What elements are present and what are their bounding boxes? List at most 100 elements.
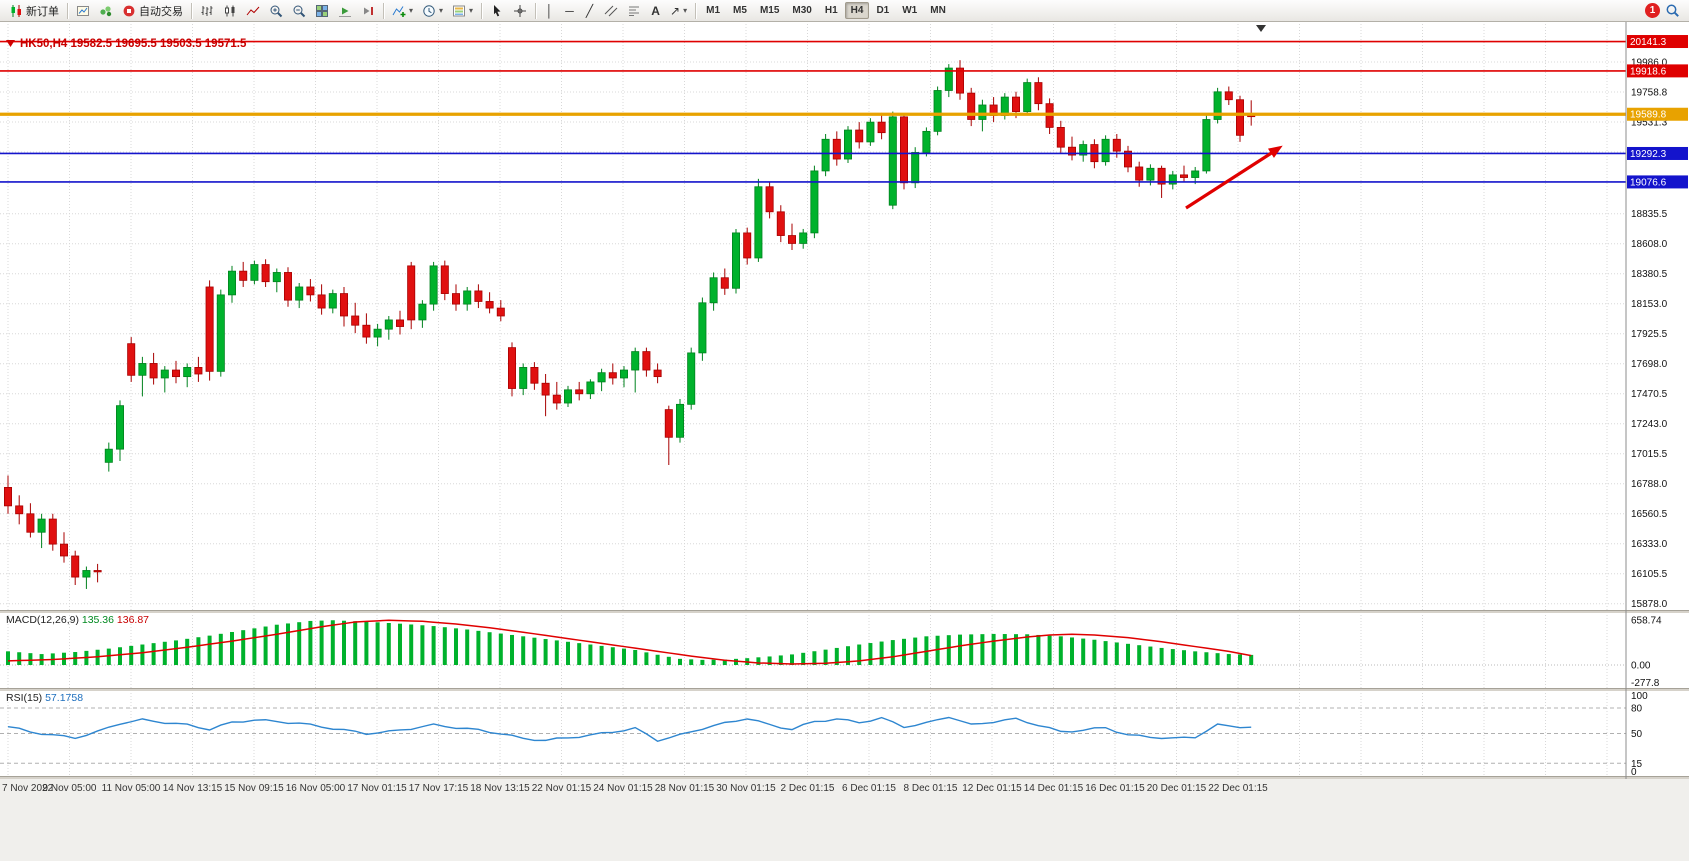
- svg-text:16788.0: 16788.0: [1631, 479, 1668, 490]
- svg-text:17470.5: 17470.5: [1631, 389, 1668, 400]
- horizontal-line-icon: ─: [565, 3, 574, 18]
- timeframe-button-m1[interactable]: M1: [706, 5, 721, 16]
- pane-separators[interactable]: [0, 610, 1689, 779]
- svg-text:22 Dec 01:15: 22 Dec 01:15: [1208, 783, 1268, 794]
- green-circles-icon: [99, 4, 113, 18]
- trend-arrow-annotation[interactable]: [1185, 145, 1283, 210]
- svg-text:17698.0: 17698.0: [1631, 359, 1668, 370]
- dropdown-caret-icon: ▾: [469, 5, 474, 15]
- auto-scroll-icon: [338, 4, 352, 18]
- new-order-button[interactable]: 新订单: [5, 1, 63, 20]
- toolbar-separator: [535, 2, 537, 19]
- svg-text:18 Nov 13:15: 18 Nov 13:15: [470, 783, 530, 794]
- crosshair-icon: [513, 4, 527, 18]
- svg-text:19589.8: 19589.8: [1630, 110, 1667, 121]
- template-icon: [452, 4, 466, 18]
- svg-text:14 Nov 13:15: 14 Nov 13:15: [163, 783, 223, 794]
- svg-text:50: 50: [1631, 729, 1643, 740]
- chart-document-icon: [76, 4, 90, 18]
- timeframe-button-w1[interactable]: W1: [902, 5, 918, 16]
- chart-shift-marker[interactable]: [1256, 25, 1266, 32]
- timeframe-button-m30[interactable]: M30: [792, 5, 812, 16]
- tile-windows-button[interactable]: [311, 1, 333, 20]
- vertical-line-tool-button[interactable]: │: [540, 1, 559, 20]
- arrow-tool-icon: ↗: [670, 3, 681, 18]
- svg-text:2 Dec 01:15: 2 Dec 01:15: [781, 783, 835, 794]
- rsi-label: RSI(15) 57.1758: [6, 692, 83, 704]
- fibonacci-tool-button[interactable]: [623, 1, 645, 20]
- toolbar: 新订单 自动交易: [0, 0, 1689, 22]
- svg-text:17 Nov 01:15: 17 Nov 01:15: [347, 783, 407, 794]
- charts-window-button[interactable]: [72, 1, 94, 20]
- macd-pane: MACD(12,26,9) 135.36 136.87: [6, 614, 1254, 665]
- chart-shift-button[interactable]: [357, 1, 379, 20]
- toolbar-separator: [695, 2, 697, 19]
- indicators-button[interactable]: ▾: [388, 1, 417, 20]
- svg-text:16 Dec 01:15: 16 Dec 01:15: [1085, 783, 1145, 794]
- crosshair-tool-button[interactable]: [509, 1, 531, 20]
- svg-text:16 Nov 05:00: 16 Nov 05:00: [286, 783, 346, 794]
- timeframe-button-mn[interactable]: MN: [930, 5, 946, 16]
- arrows-tool-button[interactable]: ↗ ▾: [666, 1, 691, 20]
- auto-trading-button[interactable]: 自动交易: [118, 1, 187, 20]
- candlestick-chart-button[interactable]: [219, 1, 241, 20]
- svg-text:18380.5: 18380.5: [1631, 269, 1668, 280]
- svg-text:20 Dec 01:15: 20 Dec 01:15: [1147, 783, 1207, 794]
- timeframe-button-d1[interactable]: D1: [876, 5, 890, 16]
- svg-text:100: 100: [1631, 691, 1648, 702]
- chart-background: [0, 22, 1689, 861]
- text-tool-icon: A: [651, 3, 660, 18]
- svg-text:30 Nov 01:15: 30 Nov 01:15: [716, 783, 776, 794]
- timeframe-button-m15[interactable]: M15: [759, 5, 780, 16]
- clock-icon: [422, 4, 436, 18]
- cursor-icon: [490, 4, 504, 18]
- timeframe-button-h1[interactable]: H1: [824, 5, 838, 16]
- channel-icon: [604, 4, 618, 18]
- periods-button[interactable]: ▾: [418, 1, 447, 20]
- svg-text:16105.5: 16105.5: [1631, 569, 1668, 580]
- toolbar-separator: [67, 2, 68, 19]
- dropdown-caret-icon: ▾: [409, 5, 414, 15]
- svg-text:0: 0: [1631, 767, 1637, 778]
- macd-label: MACD(12,26,9) 135.36 136.87: [6, 614, 149, 626]
- svg-text:15 Nov 09:15: 15 Nov 09:15: [224, 783, 284, 794]
- trendline-tool-button[interactable]: ╱: [580, 1, 599, 20]
- svg-text:12 Dec 01:15: 12 Dec 01:15: [962, 783, 1022, 794]
- text-tool-button[interactable]: A: [646, 1, 665, 20]
- svg-text:17925.5: 17925.5: [1631, 329, 1668, 340]
- ohlc-bars-icon: [200, 4, 214, 18]
- rsi-pane: RSI(15) 57.1758: [6, 692, 1252, 743]
- horizontal-line-tool-button[interactable]: ─: [560, 1, 579, 20]
- search-button[interactable]: [1661, 1, 1684, 20]
- mql-community-button[interactable]: [95, 1, 117, 20]
- timeframe-button-h4[interactable]: H4: [844, 2, 870, 19]
- svg-text:6 Dec 01:15: 6 Dec 01:15: [842, 783, 896, 794]
- bar-chart-button[interactable]: [196, 1, 218, 20]
- timeframe-button-m5[interactable]: M5: [733, 5, 747, 16]
- svg-text:18835.5: 18835.5: [1631, 209, 1668, 220]
- notification-badge[interactable]: 1: [1645, 3, 1660, 18]
- cursor-tool-button[interactable]: [486, 1, 508, 20]
- svg-text:15878.0: 15878.0: [1631, 599, 1668, 610]
- templates-button[interactable]: ▾: [448, 1, 477, 20]
- line-chart-icon: [246, 4, 260, 18]
- svg-text:19076.6: 19076.6: [1630, 177, 1667, 188]
- svg-text:17015.5: 17015.5: [1631, 449, 1668, 460]
- candles-layer: [4, 60, 1256, 589]
- new-order-icon: [9, 4, 23, 18]
- svg-text:-277.8: -277.8: [1631, 678, 1660, 689]
- auto-scroll-button[interactable]: [334, 1, 356, 20]
- zoom-in-button[interactable]: [265, 1, 287, 20]
- title-marker-icon: [6, 40, 15, 47]
- price-axis[interactable]: 19986.0 19758.8 19531.3 18835.5 18608.0 18380…: [1625, 22, 1668, 779]
- price-lines-layer[interactable]: [0, 40, 1626, 183]
- svg-text:19758.8: 19758.8: [1631, 87, 1668, 98]
- svg-text:7 Nov 2022: 7 Nov 2022: [2, 783, 54, 794]
- auto-trading-label: 自动交易: [139, 5, 183, 18]
- zoom-out-button[interactable]: [288, 1, 310, 20]
- line-chart-button[interactable]: [242, 1, 264, 20]
- svg-text:28 Nov 01:15: 28 Nov 01:15: [655, 783, 715, 794]
- channel-tool-button[interactable]: [600, 1, 622, 20]
